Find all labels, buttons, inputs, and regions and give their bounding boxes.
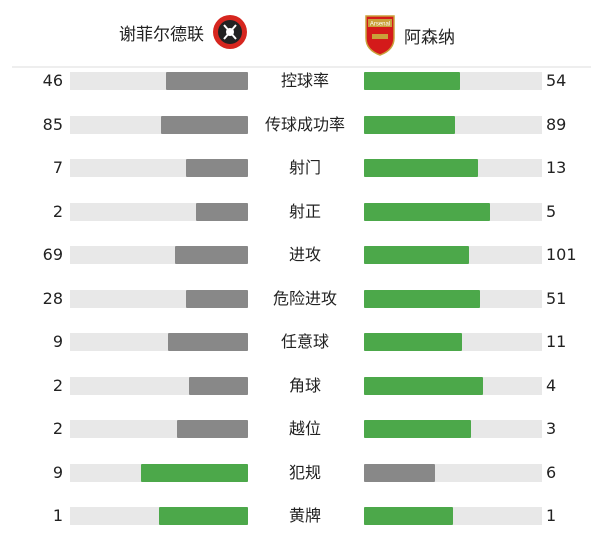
away-value: 3 [546, 419, 557, 438]
stat-row: 9 任意球 11 [0, 332, 600, 352]
away-value: 6 [546, 462, 557, 482]
home-bar-track [70, 463, 248, 482]
stat-row: 2 射正 5 [0, 202, 600, 222]
away-bar-track [364, 115, 542, 134]
match-header: 谢菲尔德联 Arsenal 阿森纳 [0, 0, 600, 58]
home-bar-track [70, 289, 248, 308]
away-bar-fill [364, 376, 484, 395]
home-bar-fill [141, 463, 248, 482]
away-bar-track [364, 246, 542, 264]
home-value: 85 [42, 114, 63, 134]
stat-row: 2 越位 3 [0, 419, 600, 439]
home-bar-fill [175, 246, 248, 264]
stat-row: 85 传球成功率 89 [0, 115, 600, 135]
home-value: 2 [52, 419, 63, 438]
stat-label: 进攻 [288, 245, 321, 264]
home-bar-fill [185, 159, 248, 177]
away-value: 54 [546, 71, 567, 90]
home-bar-track [70, 420, 248, 438]
home-bar-track [70, 333, 248, 351]
home-bar-fill [159, 507, 248, 525]
away-bar-fill [364, 289, 480, 308]
away-value: 5 [546, 201, 557, 221]
divider [12, 66, 591, 68]
stat-label: 黄牌 [288, 506, 321, 525]
stat-row: 1 黄牌 1 [0, 506, 600, 526]
home-value: 9 [52, 332, 63, 351]
home-bar-track [70, 115, 248, 134]
home-value: 28 [42, 288, 63, 308]
home-value: 69 [42, 245, 63, 264]
stat-label: 传球成功率 [264, 114, 345, 134]
home-bar-fill [166, 72, 248, 90]
away-value: 1 [546, 506, 557, 525]
away-value: 13 [546, 158, 567, 177]
home-bar-fill [189, 376, 248, 395]
home-bar-track [70, 246, 248, 264]
home-team-name: 谢菲尔德联 [119, 24, 204, 45]
home-bar-fill [160, 115, 248, 134]
away-bar-track [364, 159, 542, 177]
home-bar-track [70, 159, 248, 177]
home-value: 9 [52, 462, 63, 482]
home-bar-fill [196, 202, 248, 221]
home-bar-track [70, 376, 248, 395]
stat-label: 控球率 [280, 71, 329, 90]
home-bar-track [70, 72, 248, 90]
stat-label: 射正 [288, 201, 321, 221]
away-bar-fill [364, 420, 471, 438]
home-value: 2 [52, 375, 63, 395]
away-bar-track [364, 202, 542, 221]
away-bar-fill [364, 463, 436, 482]
home-team[interactable]: 谢菲尔德联 [119, 14, 248, 50]
stat-label: 射门 [288, 158, 321, 177]
away-bar-track [364, 333, 542, 351]
home-value: 1 [52, 506, 63, 525]
away-bar-fill [364, 115, 455, 134]
away-bar-track [364, 72, 542, 90]
home-bar-track [70, 202, 248, 221]
home-bar-fill [176, 420, 248, 438]
away-bar-track [364, 420, 542, 438]
away-bar-fill [364, 507, 453, 525]
away-bar-track [364, 376, 542, 395]
away-value: 89 [546, 114, 567, 134]
stat-row: 46 控球率 54 [0, 71, 600, 91]
away-bar-fill [364, 246, 470, 264]
away-bar-fill [364, 72, 461, 90]
away-bar-track [364, 289, 542, 308]
home-value: 7 [52, 158, 63, 177]
away-team[interactable]: Arsenal 阿森纳 [364, 14, 455, 56]
stat-label: 危险进攻 [272, 288, 337, 308]
stat-label: 越位 [288, 419, 321, 438]
away-bar-fill [364, 333, 462, 351]
away-team-name: 阿森纳 [404, 27, 455, 48]
stat-label: 任意球 [280, 332, 329, 351]
home-bar-fill [185, 289, 248, 308]
svg-text:Arsenal: Arsenal [370, 22, 390, 28]
stat-label: 角球 [288, 375, 321, 395]
stat-label: 犯规 [288, 462, 321, 482]
arsenal-crest-icon: Arsenal [365, 15, 395, 56]
away-value: 101 [546, 245, 577, 264]
away-value: 11 [546, 332, 567, 351]
home-bar-fill [167, 333, 248, 351]
home-bar-track [70, 507, 248, 525]
home-value: 46 [42, 71, 63, 90]
away-bar-fill [364, 202, 491, 221]
stat-row: 69 进攻 101 [0, 245, 600, 265]
away-value: 4 [546, 375, 557, 395]
stat-row: 9 犯规 6 [0, 463, 600, 483]
away-bar-track [364, 507, 542, 525]
away-value: 51 [546, 288, 567, 308]
away-bar-track [364, 463, 542, 482]
stat-row: 7 射门 13 [0, 158, 600, 178]
away-bar-fill [364, 159, 478, 177]
stat-row: 2 角球 4 [0, 376, 600, 396]
stat-row: 28 危险进攻 51 [0, 289, 600, 309]
sheffield-united-crest-icon [213, 15, 247, 49]
home-value: 2 [52, 201, 63, 221]
